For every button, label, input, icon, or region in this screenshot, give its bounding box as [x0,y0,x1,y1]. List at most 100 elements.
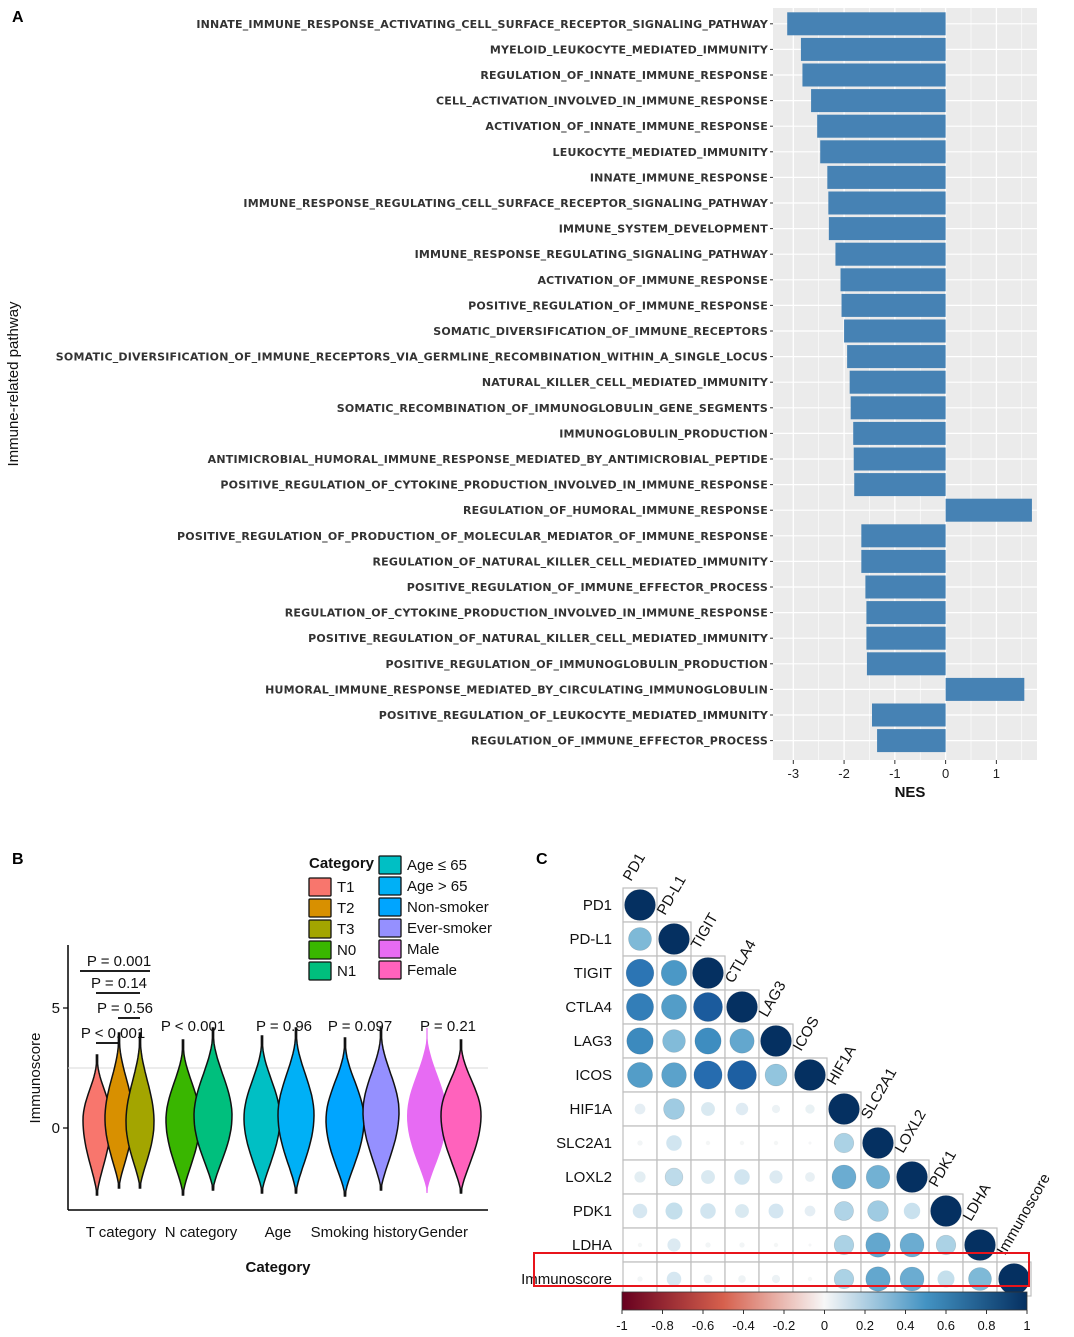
x-tick-label: 1 [993,766,1000,781]
legend-swatch [378,939,402,959]
legend-swatch [308,940,332,960]
x-tick-label: -2 [838,766,850,781]
x-axis-title: Category [245,1259,311,1276]
legend-swatch [308,961,332,981]
comparison-p-value: P = 0.56 [97,1000,153,1017]
row-label: Immunoscore [521,1271,612,1288]
correlation-circle [661,1062,687,1088]
correlation-circle [662,1029,686,1053]
bar [841,293,946,317]
correlation-circle [769,1170,783,1184]
panel-label-c: C [536,851,548,868]
p-value-label: P < 0.001 [161,1018,225,1035]
correlation-circle [865,1266,891,1292]
correlation-circle [804,1205,816,1217]
x-axis-ticks: -3 -2 -1 0 1 [770,23,1000,781]
correlation-circle [705,1242,711,1248]
correlation-circle [664,1167,684,1187]
row-label: LDHA [572,1237,612,1254]
category-label: IMMUNE_SYSTEM_DEVELOPMENT [559,223,769,236]
bar [811,89,946,113]
correlation-circle [637,1242,643,1248]
legend-swatch [308,877,332,897]
correlation-circle [626,993,654,1021]
correlation-circle [862,1127,894,1159]
bar [828,191,946,215]
category-label: SOMATIC_DIVERSIFICATION_OF_IMMUNE_RECEPT… [433,325,768,338]
category-label: IMMUNOGLOBULIN_PRODUCTION [559,427,768,440]
correlation-circle [637,1140,643,1146]
correlation-circle [768,1203,784,1219]
category-label: HUMORAL_IMMUNE_RESPONSE_MEDIATED_BY_CIRC… [265,683,768,696]
row-label: PDK1 [573,1203,612,1220]
correlation-circle [701,1102,715,1116]
colorbar-tick-label: 0.8 [977,1318,995,1333]
row-label: CTLA4 [565,999,612,1016]
category-label: MYELOID_LEUKOCYTE_MEDIATED_IMMUNITY [490,43,769,56]
panel-label-b: B [12,851,24,868]
colorbar-tick-label: -0.8 [651,1318,673,1333]
panel-label-a: A [12,9,24,26]
legend-label: Female [407,962,457,979]
correlation-circle [828,1093,860,1125]
legend-label: N1 [337,963,356,980]
highlight-box-immunoscore [533,1252,1030,1287]
correlation-circle [899,1266,925,1292]
bar [853,421,946,445]
bar [945,498,1032,522]
correlation-circle [899,1232,925,1258]
x-tick-label: -1 [889,766,901,781]
legend-swatch [378,876,402,896]
bar [866,652,946,676]
bar [853,447,946,471]
legend-label: T2 [337,900,355,917]
panel-a-bar-chart: INNATE_IMMUNE_RESPONSE_ACTIVATING_CELL_S… [5,8,1037,801]
correlation-circle [626,1027,654,1055]
legend-label: T1 [337,879,355,896]
bar [800,37,946,61]
correlation-circle [773,1140,779,1146]
x-axis-title: NES [895,784,926,801]
correlation-circle [794,1059,826,1091]
violin [125,1032,155,1189]
legend: Category T1 T2 T3 N0 N1 Age ≤ 65 Age > 65 Non-sm… [308,855,492,981]
row-label: LAG3 [574,1033,612,1050]
bar [827,165,946,189]
category-label: POSITIVE_REGULATION_OF_IMMUNE_RESPONSE [468,299,768,312]
category-label: SOMATIC_RECOMBINATION_OF_IMMUNOGLOBULIN_… [337,402,768,415]
bar [835,242,946,266]
y-axis-title: Immunoscore [27,1033,44,1124]
p-value-label: P = 0.097 [328,1018,392,1035]
correlation-circle [693,992,723,1022]
comparison-p-value: P = 0.14 [91,975,147,992]
correlation-circle [739,1140,745,1146]
correlation-circle [773,1242,779,1248]
bar [844,319,946,343]
bar [787,12,946,36]
correlation-circle [805,1104,815,1114]
pairwise-comparisons: P = 0.001 P = 0.14 P = 0.56 P < 0.001 [80,953,153,1044]
x-tick-label: -3 [788,766,800,781]
legend-title: Category [309,855,375,872]
correlation-circle [693,1060,723,1090]
correlation-circle [625,958,655,988]
colorbar [621,1291,1028,1311]
colorbar-tick-label: 0.4 [896,1318,914,1333]
row-label: SLC2A1 [556,1135,612,1152]
violin [362,1027,400,1191]
violin [165,1039,201,1196]
row-label: TIGIT [574,965,612,982]
column-label: PD-L1 [654,873,690,918]
colorbar-tick-label: 0.6 [937,1318,955,1333]
colorbar-tick-label: -0.6 [692,1318,714,1333]
p-value-label: P = 0.96 [256,1018,312,1035]
violin [104,1032,134,1189]
correlation-circle [729,1028,755,1054]
p-value-label: P = 0.21 [420,1018,476,1035]
category-label: NATURAL_KILLER_CELL_MEDIATED_IMMUNITY [482,376,769,389]
correlation-circle [667,1238,681,1252]
correlation-circle [627,1062,653,1088]
colorbar-tick-label: -1 [616,1318,628,1333]
correlation-circle [896,1161,928,1193]
